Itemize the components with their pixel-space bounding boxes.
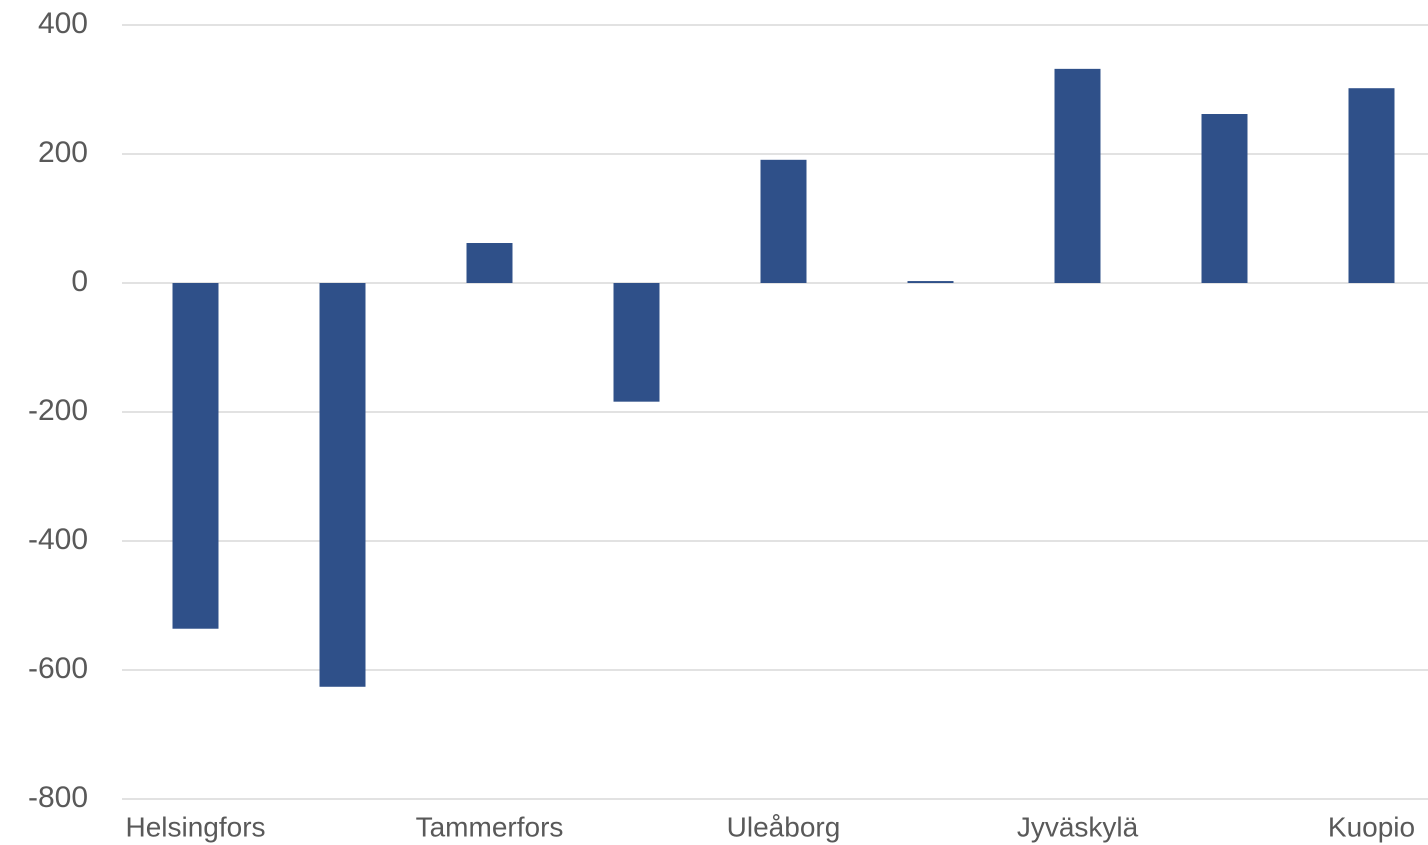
x-tick-label: Jyväskylä xyxy=(1017,811,1139,842)
bar xyxy=(1201,114,1248,283)
bar xyxy=(466,243,513,283)
bar xyxy=(613,283,660,402)
x-tick-label: Tammerfors xyxy=(416,811,564,842)
bar xyxy=(1348,88,1395,284)
x-tick-label: Kuopio xyxy=(1328,811,1415,842)
x-tick-label: Helsingfors xyxy=(125,811,265,842)
y-tick-label: -600 xyxy=(28,652,88,685)
bar xyxy=(907,281,954,283)
y-tick-label: 400 xyxy=(38,7,88,40)
y-tick-label: -400 xyxy=(28,523,88,556)
y-tick-label: 0 xyxy=(71,265,88,298)
x-tick-label: Uleåborg xyxy=(727,811,841,842)
bar xyxy=(172,283,219,629)
y-tick-label: -800 xyxy=(28,781,88,814)
bar xyxy=(319,283,366,687)
y-tick-label: -200 xyxy=(28,394,88,427)
bar xyxy=(1054,68,1101,283)
y-tick-label: 200 xyxy=(38,136,88,169)
bar xyxy=(760,159,807,283)
